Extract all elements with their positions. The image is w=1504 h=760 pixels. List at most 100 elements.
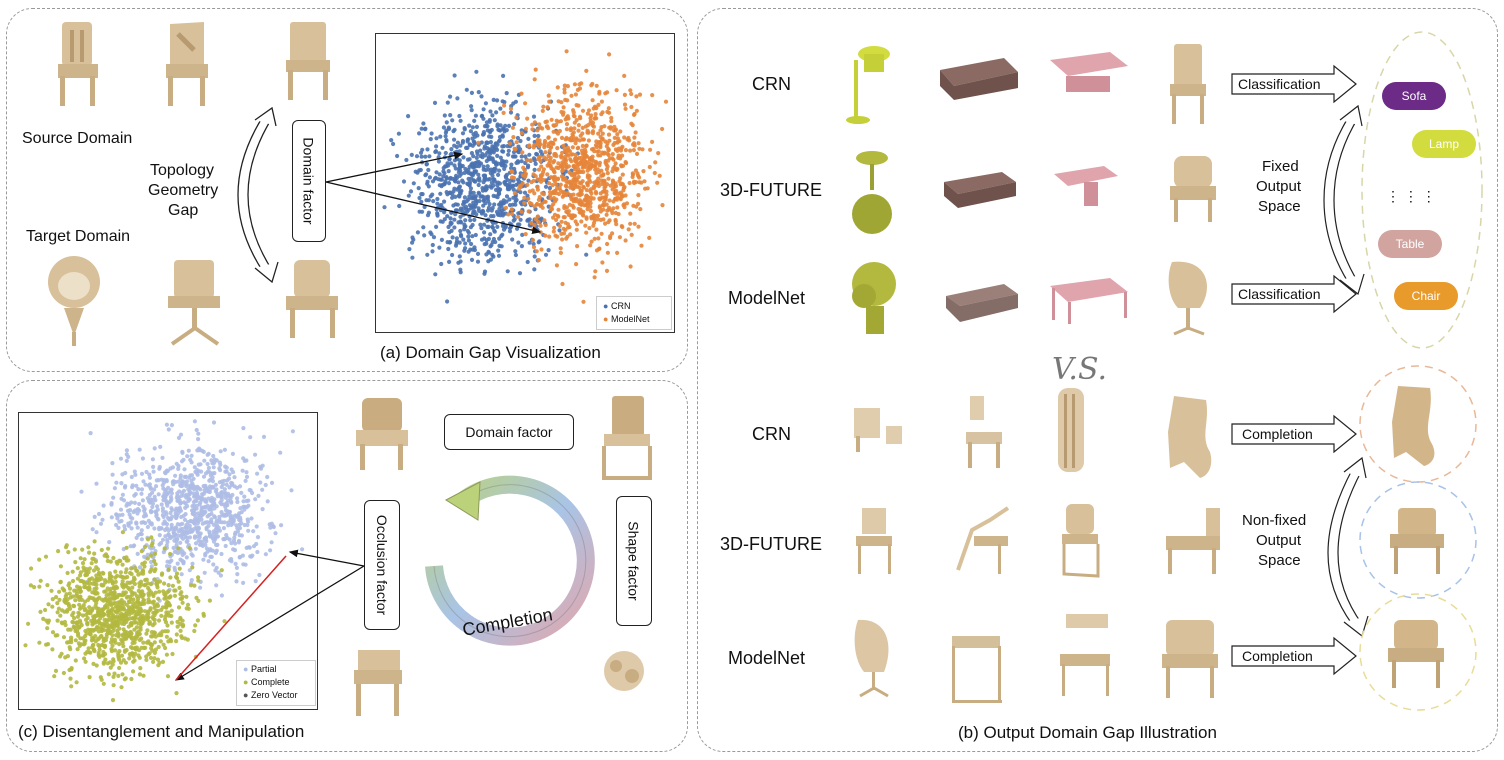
scatter-point-modelnet (519, 91, 524, 96)
scatter-point-crn (501, 149, 506, 154)
scatter-point-modelnet (585, 123, 591, 128)
scatter-point-crn (454, 173, 459, 178)
scatter-point-modelnet (547, 158, 552, 163)
scatter-point-partial (143, 482, 148, 487)
scatter-point-modelnet (650, 139, 655, 144)
scatter-point-partial (268, 548, 273, 553)
scatter-point-crn (508, 110, 514, 115)
scatter-point-modelnet (564, 127, 569, 132)
scatter-point-modelnet (592, 275, 597, 280)
partial-modelnet-4 (1158, 616, 1224, 702)
scatter-point-partial (119, 518, 124, 524)
scatter-point-modelnet (510, 125, 515, 130)
scatter-point-complete (72, 547, 77, 552)
scatter-point-modelnet (553, 152, 558, 157)
scatter-point-modelnet (551, 175, 556, 180)
scatter-point-partial (150, 457, 155, 462)
scatter-point-crn (421, 225, 426, 230)
scatter-point-modelnet (632, 180, 637, 186)
scatter-point-partial (149, 522, 154, 527)
scatter-point-partial (244, 505, 249, 510)
scatter-point-partial (173, 525, 178, 530)
scatter-point-partial (109, 515, 114, 520)
scatter-point-modelnet (539, 247, 544, 252)
scatter-point-modelnet (542, 143, 547, 148)
scatter-point-complete (50, 597, 55, 602)
scatter-point-crn (513, 194, 518, 199)
scatter-point-modelnet (604, 189, 609, 194)
scatter-point-crn (410, 240, 415, 245)
scatter-point-crn (438, 177, 443, 182)
scatter-point-modelnet (594, 144, 600, 150)
scatter-point-modelnet (527, 143, 532, 148)
legend-crn: CRN (610, 301, 631, 311)
scatter-point-partial (289, 488, 294, 493)
scatter-point-modelnet (634, 108, 639, 113)
scatter-point-partial (244, 470, 249, 475)
scatter-point-partial (166, 528, 171, 533)
scatter-point-crn (495, 147, 500, 152)
scatter-point-modelnet (559, 163, 564, 168)
chair-target-1 (42, 252, 106, 348)
scatter-point-modelnet (589, 216, 594, 221)
scatter-point-partial (203, 536, 208, 542)
scatter-point-complete (196, 578, 201, 583)
scatter-point-crn (477, 176, 482, 181)
scatter-point-crn (527, 152, 532, 157)
scatter-point-modelnet (614, 188, 619, 193)
scatter-point-modelnet (541, 170, 546, 175)
scatter-point-crn (419, 154, 424, 159)
legend-modelnet: ModelNet (610, 314, 650, 324)
scatter-point-partial (156, 517, 161, 522)
scatter-point-partial (79, 489, 84, 494)
scatter-point-modelnet (630, 171, 635, 176)
scatter-point-modelnet (608, 183, 613, 188)
scatter-point-partial (194, 506, 199, 511)
scatter-point-partial (144, 469, 149, 475)
scatter-point-crn (501, 159, 506, 164)
scatter-point-crn (423, 127, 428, 132)
scatter-point-crn (445, 192, 450, 197)
scatter-point-crn (442, 210, 447, 215)
scatter-point-modelnet (536, 197, 541, 202)
scatter-point-crn (406, 193, 411, 198)
scatter-point-partial (248, 435, 253, 440)
scatter-point-partial (160, 455, 165, 460)
scatter-point-modelnet (559, 100, 564, 105)
scatter-point-modelnet (577, 86, 583, 91)
scatter-point-partial (150, 504, 155, 510)
scatter-point-partial (147, 475, 152, 480)
scatter-point-partial (177, 489, 182, 494)
scatter-point-crn (435, 212, 440, 217)
scatter-point-crn (474, 69, 479, 74)
partial-crn-2 (956, 392, 1012, 472)
scatter-point-partial (199, 469, 204, 474)
scatter-point-modelnet (570, 145, 575, 150)
scatter-point-partial (161, 514, 166, 519)
scatter-point-crn (488, 109, 493, 114)
scatter-point-crn (490, 113, 495, 118)
scatter-point-partial (100, 517, 105, 522)
scatter-point-modelnet (574, 160, 579, 165)
scatter-point-modelnet (553, 233, 558, 238)
scatter-point-partial (242, 522, 247, 528)
scatter-point-modelnet (663, 99, 669, 104)
scatter-point-crn (404, 157, 409, 163)
scatter-point-partial (179, 572, 184, 577)
scatter-point-crn (455, 202, 460, 207)
scatter-point-complete (133, 566, 138, 571)
scatter-point-partial (201, 557, 206, 562)
scatter-point-crn (470, 136, 475, 141)
scatter-point-modelnet (631, 203, 636, 208)
scatter-point-crn (438, 191, 443, 196)
scatter-point-crn (533, 161, 538, 166)
scatter-point-crn (501, 227, 507, 232)
scatter-point-modelnet (596, 102, 601, 107)
scatter-point-partial (227, 558, 232, 563)
scatter-point-crn (417, 131, 422, 136)
scatter-point-complete (145, 556, 150, 561)
scatter-point-partial (198, 487, 203, 492)
scatter-point-crn (452, 73, 457, 78)
partial-modelnet-2 (944, 626, 1008, 708)
scatter-point-crn (466, 230, 471, 235)
